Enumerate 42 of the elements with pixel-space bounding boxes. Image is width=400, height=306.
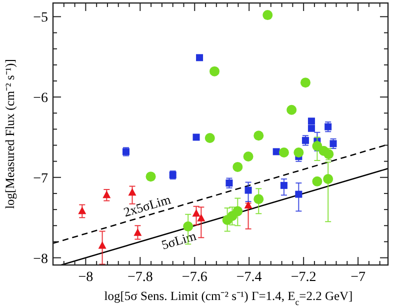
point bbox=[280, 182, 288, 189]
point bbox=[204, 133, 215, 144]
point bbox=[102, 190, 111, 198]
point bbox=[183, 221, 194, 232]
x-tick-label: −7.8 bbox=[127, 270, 153, 285]
point bbox=[312, 141, 322, 152]
point bbox=[254, 130, 264, 141]
point bbox=[243, 152, 254, 162]
x-tick-label: −7 bbox=[350, 270, 366, 285]
point bbox=[308, 118, 315, 125]
y-tick-label: −5 bbox=[33, 10, 48, 26]
y-tick-label: −7 bbox=[33, 171, 48, 186]
point bbox=[244, 201, 252, 209]
x-tick-label: −7.2 bbox=[290, 270, 316, 285]
point bbox=[300, 78, 310, 88]
point bbox=[232, 206, 243, 216]
point bbox=[295, 190, 302, 198]
point bbox=[286, 104, 297, 115]
point bbox=[254, 194, 264, 204]
point bbox=[244, 186, 252, 194]
point bbox=[128, 188, 136, 196]
x-tick-label: −7.4 bbox=[236, 270, 262, 285]
point bbox=[323, 174, 334, 184]
x-axis-title: log[5σ Sens. Limit (cm⁻² s⁻¹) Γ=1.4, E$_{c}$=2.2 GeV] bbox=[104, 289, 353, 306]
point bbox=[78, 206, 86, 214]
point bbox=[196, 54, 204, 62]
point bbox=[308, 124, 315, 132]
point bbox=[197, 214, 206, 222]
x-tick-label: −8 bbox=[78, 270, 94, 285]
y-tick-label: −6 bbox=[33, 91, 48, 106]
point bbox=[262, 10, 273, 20]
point bbox=[272, 148, 280, 156]
y-axis-title: log[Measured Flux (cm⁻² s⁻¹)] bbox=[3, 59, 17, 209]
point bbox=[98, 241, 106, 249]
y-tick-label: −8 bbox=[33, 252, 48, 267]
point bbox=[192, 209, 200, 217]
point bbox=[192, 134, 200, 141]
point bbox=[210, 66, 220, 76]
x-tick-label: −7.6 bbox=[182, 270, 208, 285]
text: 5σLim bbox=[160, 228, 198, 252]
text: 2x5σLim bbox=[122, 192, 172, 220]
point bbox=[134, 228, 142, 236]
